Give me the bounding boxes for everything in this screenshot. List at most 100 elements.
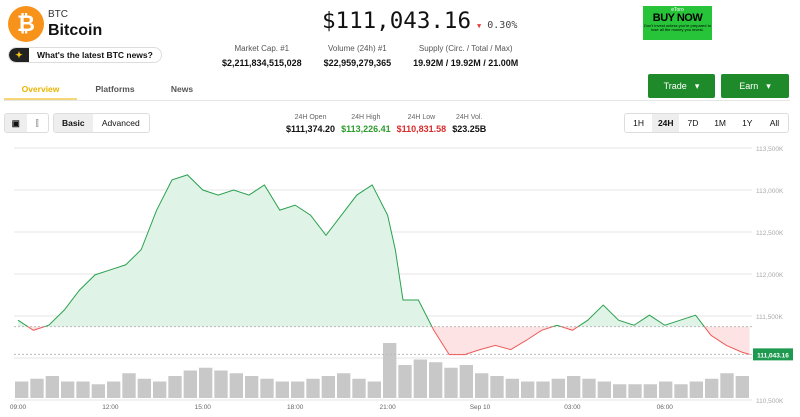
volume-bar bbox=[30, 378, 44, 398]
volume-bar bbox=[735, 376, 749, 398]
tab-overview[interactable]: Overview bbox=[4, 80, 77, 100]
volume-bar bbox=[229, 373, 243, 398]
x-tick-label: 18:00 bbox=[287, 404, 304, 411]
stats-row: Market Cap. #1 $2,211,834,515,028 Volume … bbox=[222, 44, 518, 68]
volume-bar bbox=[643, 384, 657, 398]
caret-down-icon: ▾ bbox=[694, 80, 700, 91]
candlestick-chart-icon[interactable]: ⫿ bbox=[35, 117, 39, 128]
coin-name: Bitcoin bbox=[48, 22, 103, 39]
volume-bar bbox=[91, 384, 105, 398]
x-tick-label: 03:00 bbox=[564, 404, 581, 411]
basic-mode-button[interactable]: Basic bbox=[54, 114, 93, 132]
volume-bar bbox=[444, 367, 458, 398]
caret-down-icon: ▾ bbox=[766, 80, 771, 91]
price-line-up bbox=[17, 174, 705, 327]
x-tick-label: 12:00 bbox=[102, 404, 119, 411]
sparkle-icon: ✦ bbox=[9, 48, 29, 62]
volume-bar bbox=[306, 378, 320, 398]
news-prompt-button[interactable]: ✦ What's the latest BTC news? bbox=[8, 47, 162, 63]
tab-divider bbox=[4, 100, 790, 101]
high-24h: 24H High $113,226.41 bbox=[341, 114, 391, 134]
y-tick-label: 111,500K bbox=[756, 314, 784, 321]
bitcoin-logo: ₿ bbox=[8, 6, 44, 42]
open-24h: 24H Open $111,374.20 bbox=[286, 114, 336, 134]
volume-bar bbox=[291, 381, 305, 398]
y-tick-label: 110,500K bbox=[756, 398, 784, 405]
volume-bar bbox=[61, 381, 75, 398]
tab-platforms[interactable]: Platforms bbox=[95, 84, 135, 94]
advanced-mode-button[interactable]: Advanced bbox=[101, 118, 140, 128]
volume-bar bbox=[352, 378, 366, 398]
line-chart-icon[interactable]: ▣ bbox=[5, 114, 27, 132]
down-arrow-icon: ▼ bbox=[477, 22, 482, 30]
price-chart[interactable]: 113,500K 113,000K 112,500K 112,000K 111,500K… bbox=[0, 140, 800, 417]
range-1y[interactable]: 1Y bbox=[742, 118, 753, 128]
y-tick-label: 113,500K bbox=[756, 146, 784, 153]
current-price: $111,043.16 bbox=[322, 8, 472, 34]
earn-button[interactable]: Earn ▾ bbox=[721, 74, 789, 98]
x-tick-label: Sep 10 bbox=[470, 404, 491, 411]
volume-bar bbox=[45, 376, 59, 398]
volume-bar bbox=[521, 381, 535, 398]
volume-bar bbox=[260, 378, 274, 398]
volume-bar bbox=[505, 378, 519, 398]
price-change: ▼ 0.30% bbox=[477, 20, 517, 31]
news-prompt-label: What's the latest BTC news? bbox=[37, 50, 153, 60]
volume-bar bbox=[613, 384, 627, 398]
volume-bar bbox=[168, 376, 182, 398]
x-tick-label: 15:00 bbox=[195, 404, 212, 411]
volume-bar bbox=[659, 381, 673, 398]
coin-symbol: BTC bbox=[48, 9, 68, 20]
volume-stat: Volume (24h) #1 $22,959,279,365 bbox=[323, 44, 392, 68]
volume-bar bbox=[15, 381, 29, 398]
tab-news[interactable]: News bbox=[170, 84, 194, 94]
y-tick-label: 112,500K bbox=[756, 230, 784, 237]
last-price-badge bbox=[753, 348, 793, 361]
supply-stat: Supply (Circ. / Total / Max) 19.92M / 19.… bbox=[413, 44, 519, 68]
volume-bar bbox=[183, 370, 197, 398]
volume-bar bbox=[367, 381, 381, 398]
volume-bar bbox=[245, 376, 259, 398]
x-tick-label: 21:00 bbox=[379, 404, 396, 411]
volume-bar bbox=[398, 365, 412, 398]
x-tick-label: 06:00 bbox=[657, 404, 674, 411]
volume-bar bbox=[275, 381, 289, 398]
volume-bar bbox=[383, 343, 397, 398]
volume-bar bbox=[214, 370, 228, 398]
volume-bar bbox=[720, 373, 734, 398]
volume-bar bbox=[628, 384, 642, 398]
volume-bar bbox=[567, 376, 581, 398]
range-1h[interactable]: 1H bbox=[633, 118, 645, 128]
volume-24h: 24H Vol. $23.25B bbox=[452, 114, 487, 134]
price-row: $111,043.16 ▼ 0.30% bbox=[322, 8, 517, 34]
volume-bar bbox=[705, 378, 719, 398]
y-tick-label: 113,000K bbox=[756, 188, 784, 195]
market-cap-stat: Market Cap. #1 $2,211,834,515,028 bbox=[222, 44, 302, 68]
range-all[interactable]: All bbox=[769, 118, 780, 128]
volume-bar bbox=[153, 381, 167, 398]
range-24h[interactable]: 24H bbox=[652, 114, 680, 132]
volume-bar bbox=[475, 373, 489, 398]
low-24h: 24H Low $110,831.58 bbox=[396, 114, 447, 134]
etoro-ad[interactable]: eToro BUY NOW Don't invest unless you're p… bbox=[643, 6, 712, 40]
volume-bar bbox=[459, 365, 473, 398]
volume-bar bbox=[536, 381, 550, 398]
volume-bar bbox=[551, 378, 565, 398]
last-price-label: 111,043.16 bbox=[757, 352, 789, 359]
trade-button[interactable]: Trade ▾ bbox=[648, 74, 715, 98]
volume-bar bbox=[597, 381, 611, 398]
volume-bar bbox=[674, 384, 688, 398]
area-fill-above-open bbox=[18, 174, 750, 327]
volume-bar bbox=[337, 373, 351, 398]
volume-bar bbox=[490, 376, 504, 398]
price-change-value: 0.30% bbox=[487, 20, 518, 31]
range-7d[interactable]: 7D bbox=[687, 118, 699, 128]
range-1m[interactable]: 1M bbox=[714, 118, 726, 128]
volume-bar bbox=[321, 376, 335, 398]
ohlc-row: 24H Open $111,374.20 24H High $113,226.41 … bbox=[286, 114, 486, 134]
volume-bar bbox=[122, 373, 136, 398]
volume-bar bbox=[76, 381, 90, 398]
volume-bar bbox=[199, 367, 213, 398]
volume-bar bbox=[107, 381, 121, 398]
volume-bar bbox=[689, 381, 703, 398]
